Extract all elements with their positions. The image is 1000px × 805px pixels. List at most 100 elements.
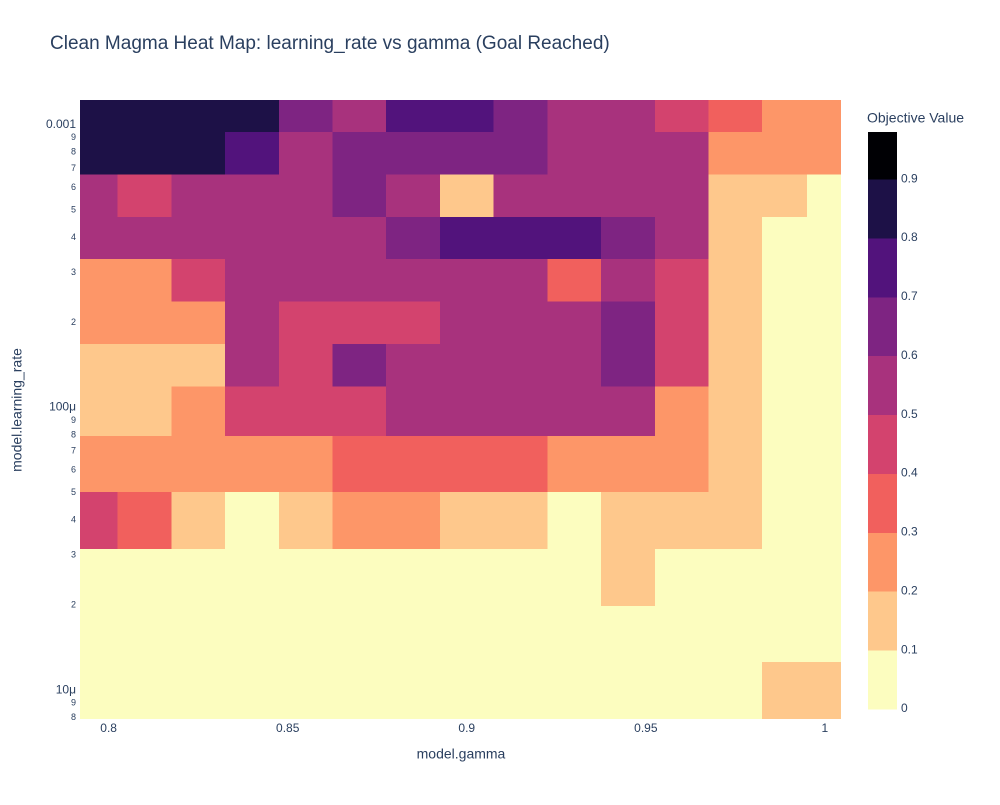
colorbar-tick-label: 0.7	[901, 289, 918, 303]
contour-cell	[806, 132, 841, 175]
contour-cell	[762, 100, 808, 133]
contour-cell	[547, 132, 602, 175]
contour-cell	[762, 259, 808, 302]
contour-cell	[171, 216, 226, 260]
x-tick-label: 1	[822, 721, 829, 735]
y-tick-label: 100μ	[49, 400, 76, 414]
colorbar-band	[868, 532, 897, 592]
y-tick-label: 8	[71, 429, 76, 439]
contour-cell	[332, 100, 387, 133]
contour-cell	[171, 662, 226, 719]
contour-cell	[117, 605, 172, 663]
contour-cell	[332, 301, 387, 345]
x-axis-title: model.gamma	[417, 746, 506, 762]
contour-cell	[439, 343, 495, 387]
contour-cell	[762, 386, 808, 437]
contour-cell	[439, 259, 495, 302]
y-tick-label: 2	[71, 317, 76, 327]
contour-cell	[654, 662, 709, 719]
contour-cell	[654, 100, 709, 133]
contour-cell	[225, 662, 280, 719]
contour-cell	[762, 216, 808, 260]
contour-cell	[117, 174, 172, 218]
contour-cell	[806, 259, 841, 302]
contour-cell	[762, 343, 808, 387]
contour-cell	[278, 174, 333, 218]
contour-cell	[225, 343, 280, 387]
contour-cell	[806, 301, 841, 345]
contour-cell	[80, 435, 119, 493]
y-tick-label: 9	[71, 698, 76, 708]
x-tick-label: 0.95	[634, 721, 658, 735]
y-tick-label: 9	[71, 132, 76, 142]
contour-cell	[762, 174, 808, 218]
contour-cell	[117, 100, 172, 133]
colorbar-band	[868, 650, 897, 710]
contour-cell	[547, 343, 602, 387]
contour-cell	[493, 662, 548, 719]
contour-cell	[654, 343, 709, 387]
y-tick-label: 4	[71, 514, 76, 524]
contour-cell	[708, 259, 763, 302]
contour-cell	[547, 662, 602, 719]
contour-cell	[601, 386, 656, 437]
y-tick-label: 10μ	[56, 682, 76, 696]
contour-cell	[386, 259, 441, 302]
contour-cell	[332, 174, 387, 218]
contour-cell	[332, 132, 387, 175]
contour-cell	[439, 132, 495, 175]
contour-cell	[225, 301, 280, 345]
contour-cell	[171, 132, 226, 175]
contour-cell	[439, 386, 495, 437]
contour-cell	[601, 100, 656, 133]
contour-cell	[806, 435, 841, 493]
colorbar-tick-label: 0.1	[901, 642, 918, 656]
contour-cell	[601, 662, 656, 719]
contour-cell	[332, 386, 387, 437]
contour-cell	[386, 216, 441, 260]
contour-cell	[80, 259, 119, 302]
contour-cell	[171, 492, 226, 550]
contour-cell	[117, 259, 172, 302]
contour-cell	[806, 548, 841, 607]
contour-cell	[117, 301, 172, 345]
colorbar-tick-label: 0.8	[901, 230, 918, 244]
contour-cell	[493, 301, 548, 345]
x-tick-label: 0.8	[100, 721, 117, 735]
contour-cell	[806, 100, 841, 133]
contour-cell	[117, 492, 172, 550]
contour-cell	[654, 435, 709, 493]
contour-cell	[601, 216, 656, 260]
contour-cell	[654, 548, 709, 607]
contour-cell	[80, 386, 119, 437]
contour-cell	[806, 492, 841, 550]
y-tick-label: 4	[71, 232, 76, 242]
contour-cell	[225, 435, 280, 493]
contour-cell	[654, 301, 709, 345]
colorbar-band	[868, 179, 897, 239]
contour-cell	[806, 174, 841, 218]
contour-cell	[386, 548, 441, 607]
contour-cell	[708, 662, 763, 719]
contour-cell	[493, 492, 548, 550]
contour-cell	[278, 343, 333, 387]
colorbar-band	[868, 473, 897, 533]
contour-cell	[493, 259, 548, 302]
contour-cell	[762, 301, 808, 345]
contour-cell	[171, 435, 226, 493]
contour-cell	[547, 492, 602, 550]
contour-cell	[762, 662, 808, 719]
contour-cell	[386, 662, 441, 719]
contour-cell	[171, 548, 226, 607]
contour-cell	[493, 100, 548, 133]
y-tick-label: 9	[71, 415, 76, 425]
contour-cell	[225, 132, 280, 175]
colorbar-tick-label: 0.5	[901, 407, 918, 421]
colorbar-tick-label: 0.3	[901, 525, 918, 539]
contour-cell	[332, 343, 387, 387]
contour-cell	[278, 386, 333, 437]
contour-cell	[80, 662, 119, 719]
contour-cell	[439, 435, 495, 493]
contour-cell	[225, 174, 280, 218]
contour-cell	[386, 343, 441, 387]
